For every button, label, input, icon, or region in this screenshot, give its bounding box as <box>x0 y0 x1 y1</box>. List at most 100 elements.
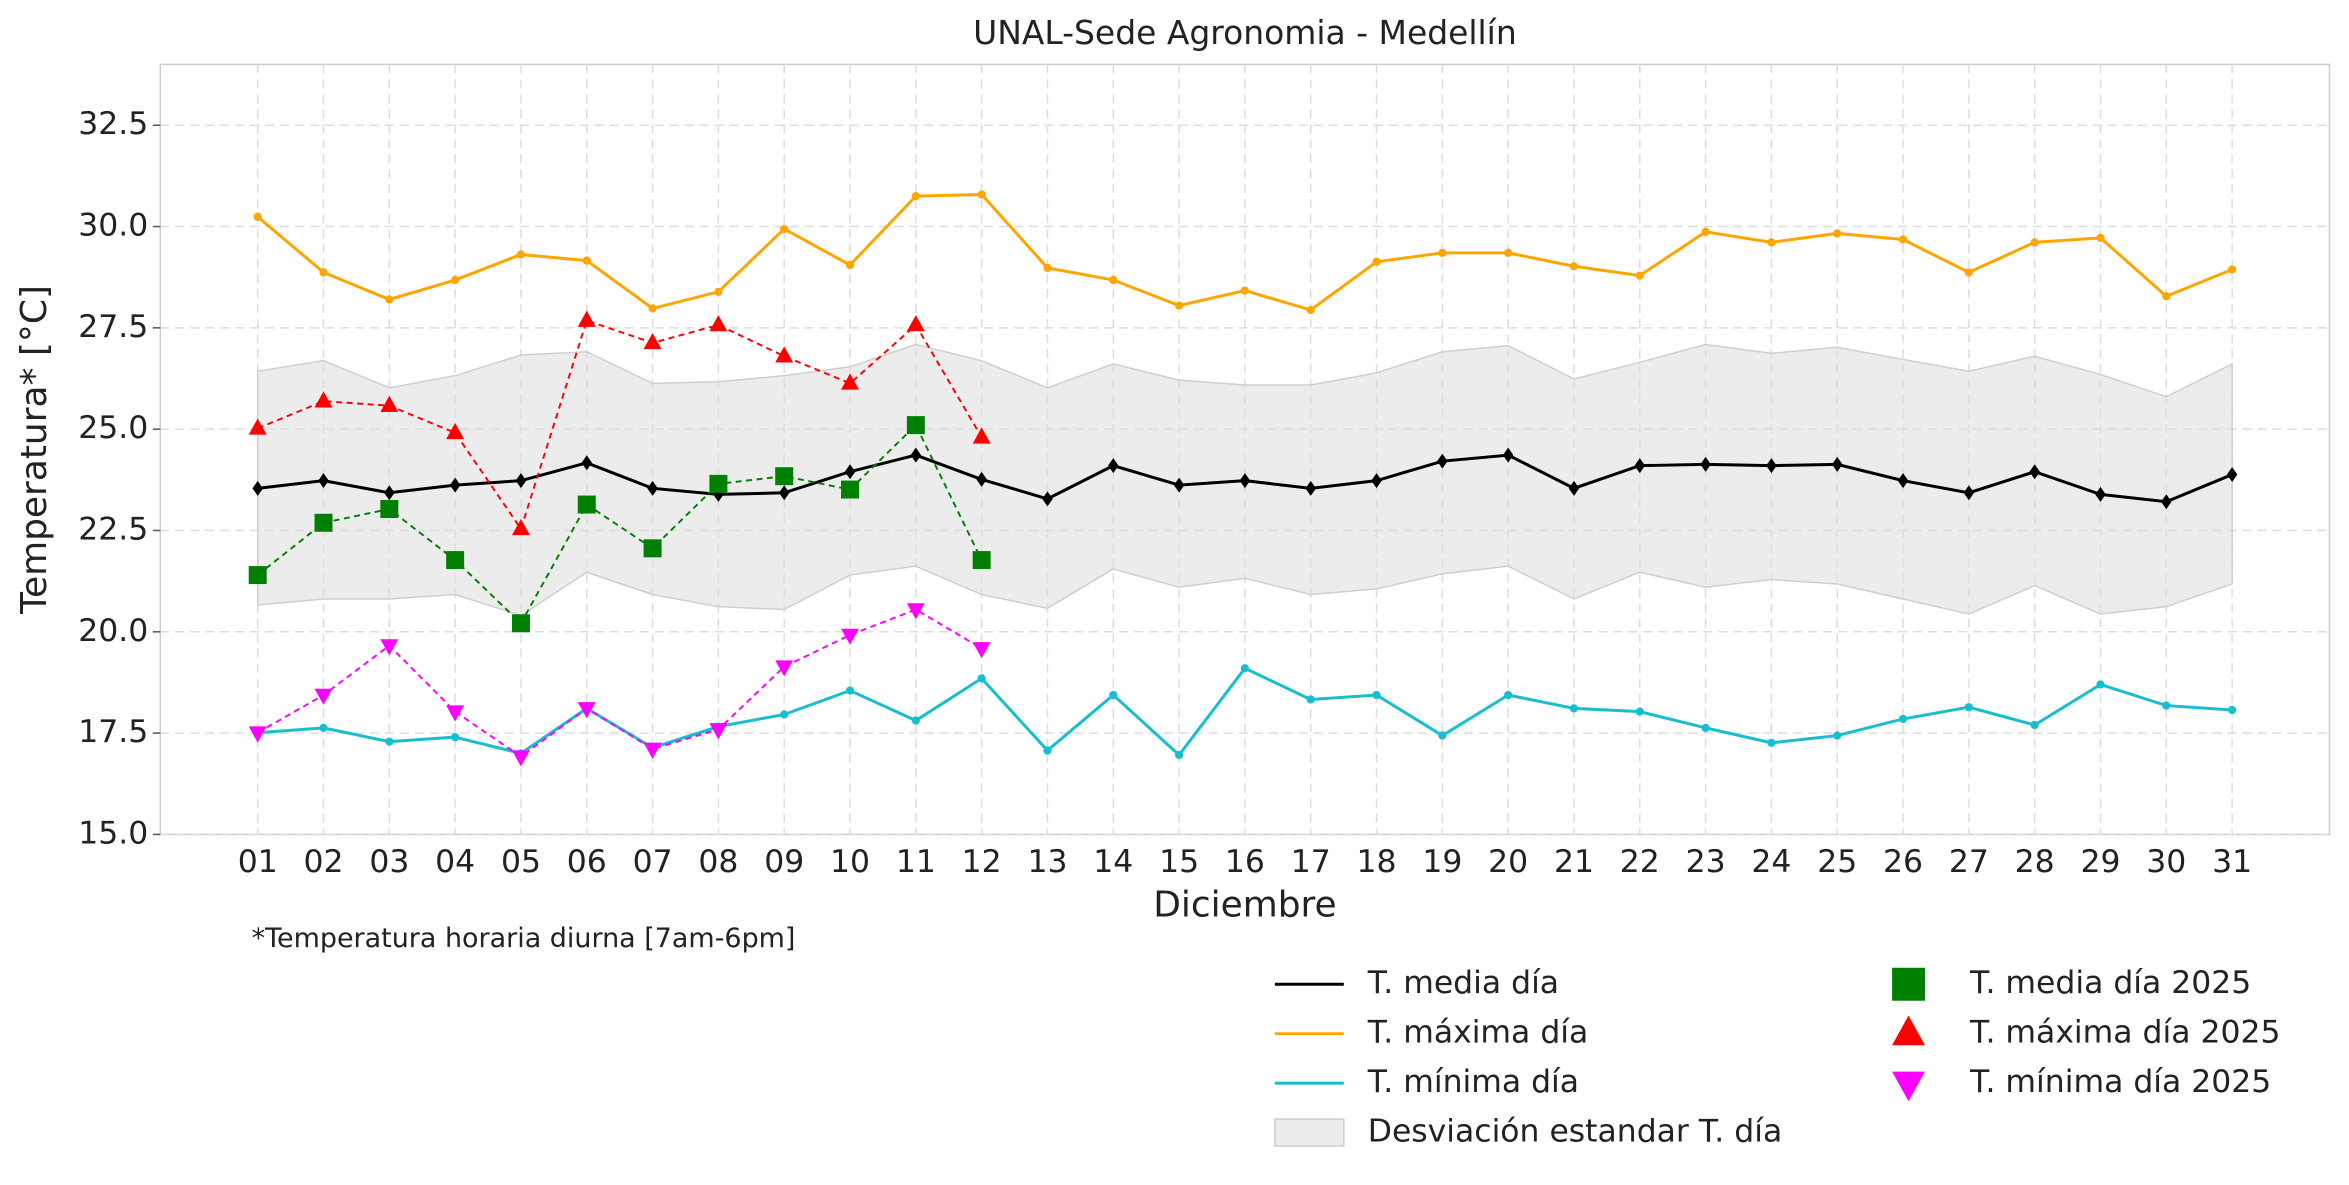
series-line <box>257 423 983 625</box>
marker <box>1240 286 1250 295</box>
marker <box>2162 292 2171 301</box>
marker <box>1109 275 1118 285</box>
marker <box>910 447 922 463</box>
marker <box>1502 447 1514 463</box>
marker <box>1831 456 1843 472</box>
x-tick-label: 18 <box>1357 844 1397 880</box>
marker <box>515 473 527 489</box>
series-line <box>257 608 983 758</box>
x-tick-label: 04 <box>435 844 475 880</box>
marker <box>446 422 465 440</box>
marker <box>451 275 460 285</box>
marker <box>2228 705 2237 715</box>
marker <box>511 750 530 767</box>
chart-title: UNAL-Sede Agronomia - Medellín <box>973 13 1517 52</box>
x-tick-label: 08 <box>698 844 738 880</box>
marker <box>1700 456 1711 472</box>
marker <box>643 742 662 759</box>
marker <box>845 686 855 695</box>
marker <box>1305 480 1316 496</box>
marker <box>1701 723 1710 732</box>
x-tick-label: 26 <box>1883 844 1923 880</box>
x-tick-label: 07 <box>633 844 673 880</box>
marker <box>775 660 794 677</box>
marker <box>511 518 530 536</box>
marker <box>1306 305 1315 315</box>
x-tick-label: 24 <box>1751 844 1791 880</box>
marker <box>1568 480 1580 496</box>
marker <box>1372 257 1381 266</box>
marker <box>1042 491 1053 507</box>
marker <box>1964 268 1973 277</box>
marker <box>775 467 794 486</box>
marker <box>1109 690 1118 700</box>
marker <box>1833 229 1842 238</box>
legend-label: T. media día <box>1367 965 1559 1001</box>
marker <box>844 464 856 480</box>
x-tick-label: 20 <box>1488 844 1528 880</box>
marker <box>2228 265 2237 274</box>
x-tick-label: 17 <box>1291 844 1331 880</box>
legend-swatch <box>1892 1071 1926 1102</box>
y-tick-label: 22.5 <box>78 511 148 547</box>
legend-swatch <box>1274 1118 1345 1147</box>
marker <box>1964 703 1973 712</box>
legend-label: T. mínima día <box>1367 1064 1579 1100</box>
marker <box>577 310 596 327</box>
marker <box>709 315 728 332</box>
marker <box>780 224 789 234</box>
marker <box>446 705 465 722</box>
y-axis-label: Temperatura* [°C] <box>14 285 55 615</box>
marker <box>1898 714 1908 724</box>
legend-swatch <box>1892 967 1926 1001</box>
marker <box>972 642 991 659</box>
marker <box>1635 271 1644 280</box>
marker <box>976 471 987 487</box>
x-tick-label: 13 <box>1027 844 1067 880</box>
marker <box>1240 664 1250 673</box>
marker <box>1372 690 1381 700</box>
x-tick-label: 19 <box>1422 844 1462 880</box>
x-tick-label: 30 <box>2146 844 2186 880</box>
marker <box>314 688 333 705</box>
x-tick-label: 25 <box>1817 844 1857 880</box>
marker <box>780 710 789 719</box>
marker <box>911 716 920 725</box>
marker <box>319 268 328 277</box>
marker <box>841 480 860 499</box>
x-axis-label: Diciembre <box>1153 884 1336 925</box>
x-tick-label: 03 <box>369 844 409 880</box>
marker <box>248 418 267 435</box>
marker <box>451 733 460 742</box>
marker <box>1833 731 1842 740</box>
marker <box>2162 701 2171 710</box>
marker <box>1438 248 1447 257</box>
marker <box>582 256 591 265</box>
note: *Temperatura horaria diurna [7am-6pm] <box>252 923 796 954</box>
marker <box>1767 738 1776 747</box>
marker <box>778 485 790 501</box>
marker <box>314 513 333 532</box>
x-tick-label: 05 <box>501 844 541 880</box>
marker <box>977 674 986 683</box>
marker <box>972 551 991 570</box>
y-tick-label: 20.0 <box>78 613 148 649</box>
marker <box>775 346 794 363</box>
legend-label: T. máxima día <box>1367 1015 1589 1051</box>
marker <box>385 295 394 304</box>
legend-label: T. media día 2025 <box>1969 965 2251 1001</box>
marker <box>906 603 925 620</box>
marker <box>2095 486 2106 502</box>
marker <box>647 480 658 496</box>
marker <box>2030 238 2039 247</box>
marker <box>319 723 328 732</box>
marker <box>1963 485 1975 501</box>
marker <box>577 495 596 514</box>
marker <box>1306 695 1315 704</box>
marker <box>1438 731 1447 740</box>
marker <box>906 315 925 332</box>
y-tick-label: 25.0 <box>78 410 148 446</box>
y-tick-label: 32.5 <box>78 106 148 142</box>
legend-swatch <box>1892 1015 1926 1046</box>
